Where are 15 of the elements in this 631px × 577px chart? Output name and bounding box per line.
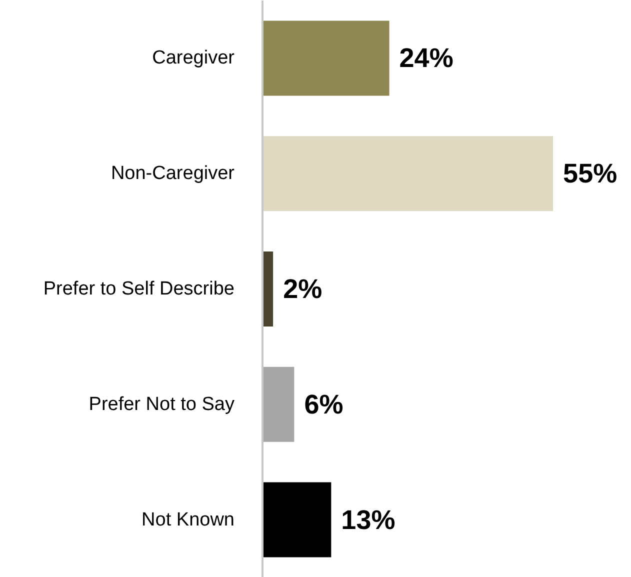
y-tick-label: Prefer Not to Say (88, 394, 235, 415)
data-label: 24% (399, 43, 454, 74)
y-tick-label: Caregiver (152, 48, 236, 69)
bar (262, 366, 294, 442)
y-tick-label: Not Known (142, 509, 235, 530)
bar (262, 20, 390, 96)
data-label: 13% (341, 504, 396, 535)
data-label: 55% (563, 158, 618, 189)
bar (262, 251, 274, 327)
y-tick-label: Prefer to Self Describe (43, 278, 235, 300)
data-label: 2% (283, 274, 322, 304)
bar (262, 136, 554, 212)
bar (262, 482, 332, 558)
y-tick-label: Non-Caregiver (110, 163, 236, 184)
data-label: 6% (304, 389, 344, 420)
